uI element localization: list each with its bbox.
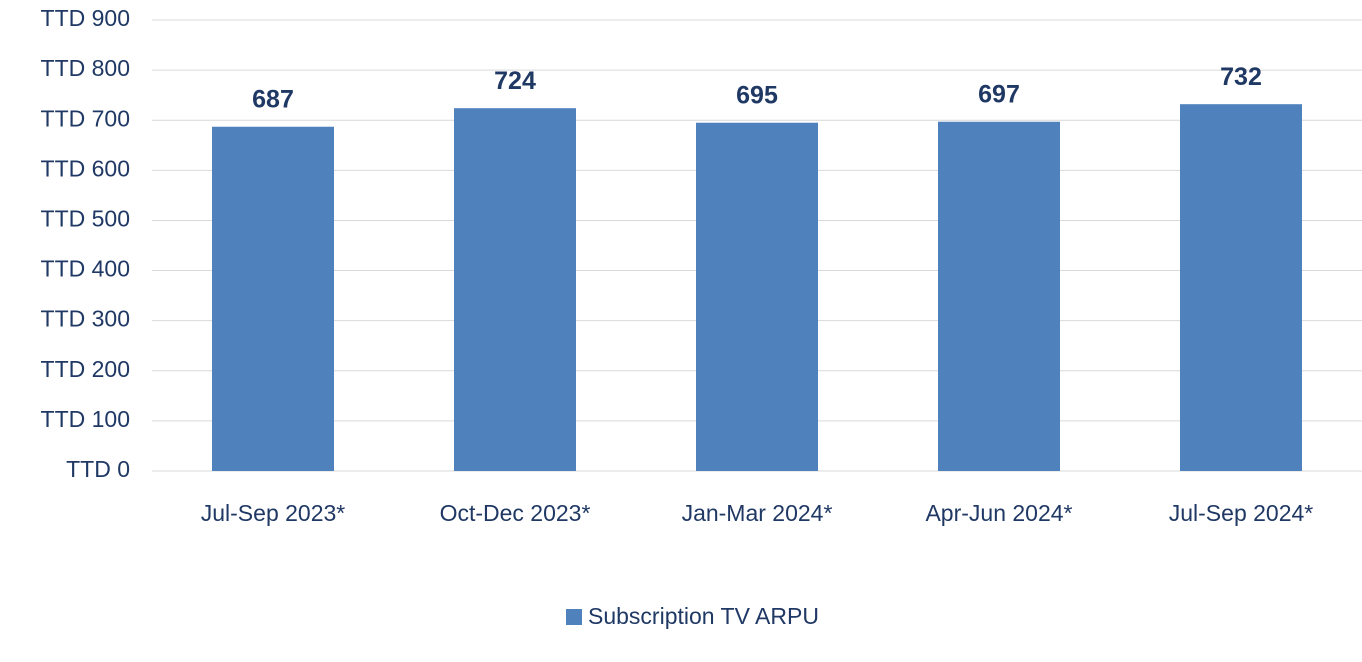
bar <box>1180 104 1302 471</box>
bar <box>454 108 576 471</box>
data-label: 695 <box>736 81 778 109</box>
y-tick-label: TTD 500 <box>41 206 130 232</box>
y-tick-label: TTD 700 <box>41 105 130 131</box>
data-label: 732 <box>1220 63 1262 91</box>
bar <box>212 126 334 471</box>
y-tick-label: TTD 300 <box>41 306 130 332</box>
legend-label: Subscription TV ARPU <box>588 603 819 629</box>
y-tick-label: TTD 600 <box>41 155 130 181</box>
x-tick-label: Jul-Sep 2023* <box>201 500 346 526</box>
x-tick-label: Apr-Jun 2024* <box>925 500 1072 526</box>
x-tick-label: Jan-Mar 2024* <box>682 500 833 526</box>
legend-swatch <box>566 609 582 625</box>
y-tick-label: TTD 0 <box>66 456 130 482</box>
data-label: 724 <box>494 67 536 95</box>
bar <box>938 121 1060 471</box>
y-tick-label: TTD 400 <box>41 256 130 282</box>
data-label: 697 <box>978 80 1020 108</box>
x-tick-label: Jul-Sep 2024* <box>1169 500 1314 526</box>
y-tick-label: TTD 100 <box>41 406 130 432</box>
y-tick-label: TTD 800 <box>41 55 130 81</box>
y-tick-label: TTD 200 <box>41 356 130 382</box>
data-label: 687 <box>252 85 294 113</box>
y-tick-label: TTD 900 <box>41 5 130 31</box>
bar <box>696 122 818 471</box>
x-tick-label: Oct-Dec 2023* <box>440 500 591 526</box>
